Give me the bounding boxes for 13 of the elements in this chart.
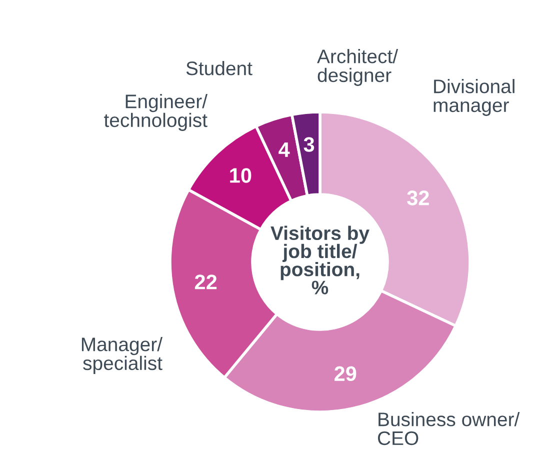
data-label: 3 (304, 137, 314, 152)
slice-label: Manager/ specialist (82, 337, 163, 374)
data-label: 10 (230, 168, 252, 183)
slice-label: Divisional manager (434, 79, 514, 116)
slice-label: Student (186, 61, 252, 76)
slice-label: Engineer/ technologist (104, 94, 208, 131)
data-label: 4 (278, 142, 290, 157)
data-label: 22 (194, 274, 217, 290)
slice-label: Architect/ designer (317, 49, 398, 86)
data-label: 32 (407, 190, 429, 206)
text: Visitors by job title/ position, % (270, 226, 370, 294)
slice-label: Business owner/ CEO (378, 412, 520, 446)
data-label: 29 (334, 366, 356, 382)
